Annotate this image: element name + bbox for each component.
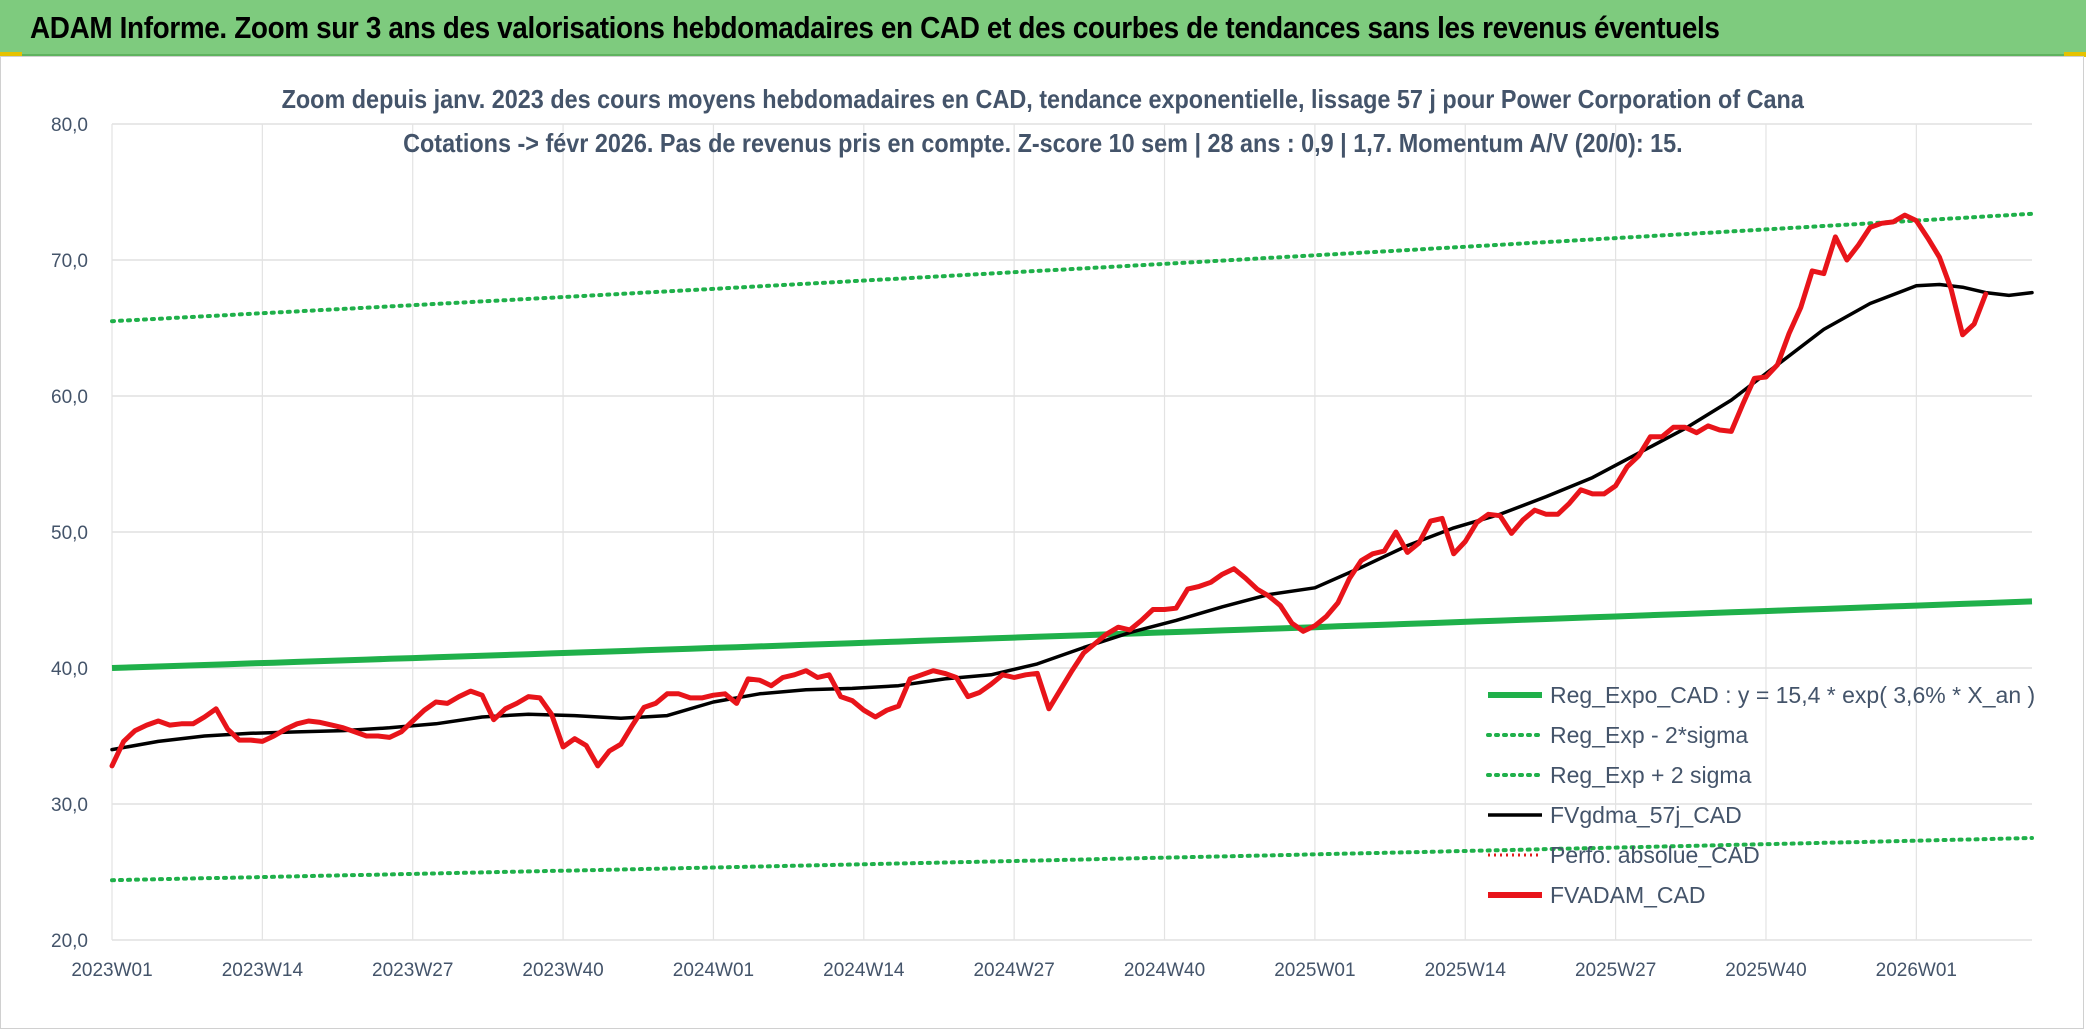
x-tick-label: 2025W01 bbox=[1274, 960, 1355, 981]
x-axis-ticks: 2023W01 2023W14 2023W27 2023W40 2024W01 2024W… bbox=[71, 960, 1957, 981]
x-tick-label: 2024W01 bbox=[673, 960, 754, 981]
legend-entry-label: Perfo. absolue_CAD bbox=[1550, 842, 1760, 868]
legend-entry-label: FVADAM_CAD bbox=[1550, 882, 1706, 908]
x-tick-label: 2025W40 bbox=[1725, 960, 1806, 981]
legend-entry-label: Reg_Expo_CAD : y = 15,4 * exp( 3,6% * X_… bbox=[1550, 682, 2035, 708]
series-fvadam-cad bbox=[109, 212, 1989, 769]
report-title: ADAM Informe. Zoom sur 3 ans des valoris… bbox=[30, 10, 1720, 45]
y-tick-label: 40,0 bbox=[51, 659, 88, 680]
chart-title: Zoom depuis janv. 2023 des cours moyens … bbox=[281, 84, 1805, 114]
chart-subtitle: Cotations -> févr 2026. Pas de revenus p… bbox=[403, 128, 1683, 158]
grid-lines bbox=[111, 123, 2032, 941]
x-tick-label: 2023W27 bbox=[372, 960, 453, 981]
x-tick-label: 2023W01 bbox=[71, 960, 152, 981]
banner-accent-left bbox=[0, 52, 22, 57]
y-tick-label: 50,0 bbox=[51, 523, 88, 544]
x-tick-label: 2023W40 bbox=[522, 960, 603, 981]
chart-legend: Reg_Expo_CAD : y = 15,4 * exp( 3,6% * X_… bbox=[1486, 682, 2035, 908]
y-tick-label: 80,0 bbox=[51, 115, 88, 136]
legend-entry-label: Reg_Exp + 2 sigma bbox=[1550, 762, 1752, 788]
y-tick-label: 30,0 bbox=[51, 795, 88, 816]
x-tick-label: 2024W40 bbox=[1124, 960, 1205, 981]
y-tick-label: 20,0 bbox=[51, 931, 88, 952]
report-banner: ADAM Informe. Zoom sur 3 ans des valoris… bbox=[0, 0, 2086, 56]
x-tick-label: 2025W27 bbox=[1575, 960, 1656, 981]
x-tick-label: 2023W14 bbox=[222, 960, 304, 981]
x-tick-label: 2025W14 bbox=[1425, 960, 1507, 981]
y-axis-ticks: 80,0 70,0 60,0 50,0 40,0 30,0 20,0 bbox=[51, 115, 88, 952]
y-tick-label: 70,0 bbox=[51, 251, 88, 272]
legend-entry-label: Reg_Exp - 2*sigma bbox=[1550, 722, 1748, 748]
series-lines bbox=[109, 211, 2034, 883]
y-tick-label: 60,0 bbox=[51, 387, 88, 408]
x-tick-label: 2024W14 bbox=[823, 960, 905, 981]
chart-frame bbox=[0, 56, 2084, 1029]
series-reg-exp-minus-2sigma bbox=[110, 836, 2034, 883]
series-reg-expo-cad bbox=[111, 598, 2033, 671]
x-tick-label: 2026W01 bbox=[1876, 960, 1957, 981]
series-fvgdma-57j-cad bbox=[110, 282, 2034, 752]
series-reg-exp-plus-2sigma bbox=[110, 211, 2034, 324]
x-tick-label: 2024W27 bbox=[973, 960, 1054, 981]
legend-entry-label: FVgdma_57j_CAD bbox=[1550, 802, 1742, 828]
banner-accent-right bbox=[2064, 52, 2086, 57]
